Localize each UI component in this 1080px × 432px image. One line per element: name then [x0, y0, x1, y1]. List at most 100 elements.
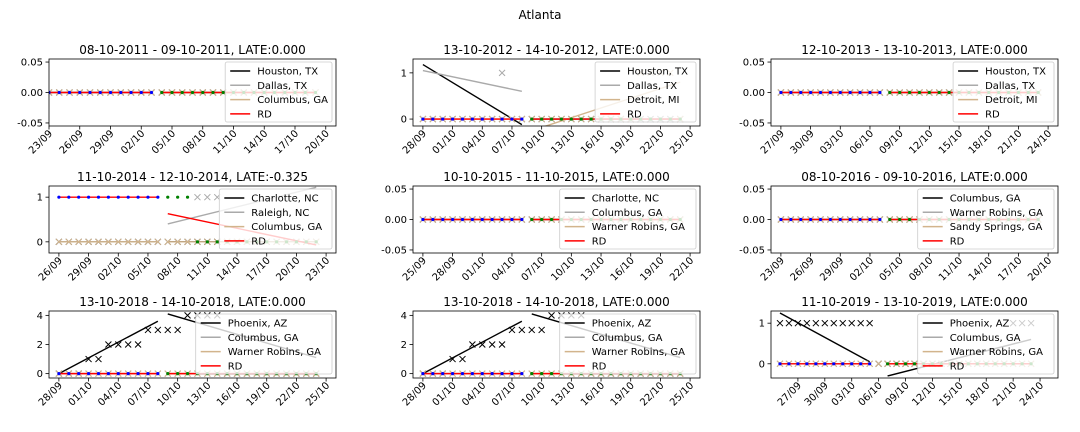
x-tick-label: 15/10	[937, 380, 965, 408]
rd-treated-point	[510, 372, 514, 376]
rd-treated-point	[832, 362, 836, 366]
rd-treated-point	[520, 117, 524, 121]
x-tick-label: 30/09	[789, 128, 817, 156]
x-tick-label: 14/10	[215, 255, 243, 283]
rd-treated-point	[460, 372, 465, 376]
rd-treated-point	[480, 117, 484, 121]
rd-treated-point	[129, 90, 133, 95]
axes-frame	[412, 58, 701, 127]
y-tick-label: 1	[759, 319, 765, 330]
x-tick-label: 26/09	[789, 255, 817, 283]
rd-control-point	[912, 362, 917, 366]
x-tick-label: 13/10	[185, 380, 213, 408]
rd-treated-point	[789, 90, 793, 95]
chart-panel-3: 12-10-2013 - 13-10-2013, LATE:0.000 -0.05…	[739, 43, 1059, 157]
data-point-raleigh-nc	[203, 193, 211, 201]
x-tick-label: 19/10	[609, 128, 637, 156]
x-tick-label: 20/10	[274, 255, 302, 283]
rd-treated-point	[88, 90, 92, 95]
legend-label: Dallas, TX	[985, 81, 1035, 92]
chart-panel-5: 10-10-2015 - 11-10-2015, LATE:0.000 -0.05…	[381, 170, 701, 284]
x-tick-label: 08/10	[181, 128, 209, 156]
legend-label: Charlotte, NC	[592, 194, 659, 205]
x-tick-label: 23/09	[27, 128, 55, 156]
legend: Columbus, GA Warner Robins, GA Sandy Sprin…	[917, 188, 1055, 250]
x-tick-label: 13/10	[549, 380, 577, 408]
data-point-raleigh-nc	[194, 193, 201, 201]
chart-panel-6: 08-10-2016 - 09-10-2016, LATE:0.000 -0.05…	[739, 170, 1059, 284]
rd-treated-point	[450, 372, 455, 376]
data-point-phoenix-az	[174, 326, 182, 334]
chart-title: 10-10-2015 - 11-10-2015, LATE:0.000	[443, 170, 670, 184]
axes-frame	[770, 310, 1059, 379]
rd-treated-point	[460, 217, 465, 222]
legend-box	[195, 313, 333, 375]
x-tick-label: 04/10	[490, 255, 518, 283]
data-point-phoenix-az	[144, 326, 152, 334]
x-tick-label: 07/10	[490, 128, 518, 156]
rd-control-point	[205, 240, 209, 244]
rd-control-point	[947, 90, 951, 95]
y-tick-label: 1	[401, 68, 407, 79]
legend: Phoenix, AZ Columbus, GA Warner Robins, GA…	[917, 313, 1055, 375]
chart-title: 08-10-2016 - 09-10-2016, LATE:0.000	[801, 170, 1028, 184]
legend-label: Warner Robins, GA	[592, 222, 685, 233]
chart-panel-9: 11-10-2019 - 13-10-2019, LATE:0.000 0 1 27/…	[759, 295, 1059, 409]
x-tick-label: 22/10	[638, 128, 666, 156]
legend-box	[559, 188, 697, 250]
x-tick-label: 29/09	[818, 255, 846, 283]
rd-treated-point	[470, 117, 474, 121]
rd-control-point	[894, 362, 899, 366]
data-point-phoenix-az	[508, 326, 516, 334]
x-tick-label: 10/10	[549, 255, 577, 283]
rd-treated-point	[818, 217, 823, 222]
data-point-phoenix-az	[839, 319, 847, 327]
rd-treated-point	[441, 117, 445, 121]
rd-treated-point	[431, 117, 435, 121]
rd-treated-point	[796, 362, 800, 366]
data-point-phoenix-az	[538, 326, 546, 334]
rd-treated-point	[77, 195, 81, 199]
rd-treated-point	[116, 372, 120, 376]
x-tick-label: 25/10	[304, 380, 332, 408]
legend-label: RD	[592, 236, 607, 247]
x-tick-label: 15/10	[937, 128, 965, 156]
rd-control-point	[201, 90, 205, 95]
x-tick-label: 23/10	[304, 255, 332, 283]
data-point-phoenix-az	[528, 326, 536, 334]
chart-panel-8: 13-10-2018 - 14-10-2018, LATE:0.000 0 2 4 28…	[401, 295, 701, 409]
data-point-phoenix-az	[134, 341, 142, 348]
x-tick-label: 04/10	[460, 128, 488, 156]
legend-label: Houston, TX	[985, 67, 1046, 78]
rd-treated-point	[823, 362, 827, 366]
rd-control-point	[549, 117, 554, 121]
y-tick-label: 1	[37, 193, 43, 204]
legend-label: Columbus, GA	[950, 194, 1021, 205]
x-tick-label: 07/10	[520, 255, 548, 283]
x-tick-label: 09/10	[878, 128, 906, 156]
data-point-columbus-ga	[114, 238, 122, 246]
y-tick-label: 0	[759, 359, 765, 370]
legend-label: Warner Robins, GA	[950, 347, 1043, 358]
rd-treated-point	[146, 195, 150, 199]
rd-treated-point	[799, 90, 803, 95]
x-tick-label: 19/10	[638, 255, 666, 283]
x-tick-label: 11/10	[211, 128, 239, 156]
rd-treated-point	[805, 362, 809, 366]
x-tick-label: 16/10	[579, 128, 607, 156]
rd-treated-point	[858, 217, 862, 222]
data-point-columbus-ga	[95, 238, 102, 246]
rd-treated-point	[86, 372, 91, 376]
chart-title: 08-10-2011 - 09-10-2011, LATE:0.000	[79, 43, 306, 57]
legend-label: Dallas, TX	[257, 81, 307, 92]
y-tick-label: -0.05	[381, 245, 407, 256]
rd-treated-point	[779, 217, 783, 222]
data-point-phoenix-az	[812, 319, 820, 327]
rd-treated-point	[480, 217, 484, 222]
data-point-columbus-ga	[75, 238, 83, 246]
rd-control-point	[166, 195, 170, 199]
data-point-phoenix-az	[488, 341, 496, 348]
rd-control-point	[180, 90, 184, 95]
rd-treated-point	[149, 90, 154, 95]
x-tick-label: 30/09	[803, 380, 831, 408]
